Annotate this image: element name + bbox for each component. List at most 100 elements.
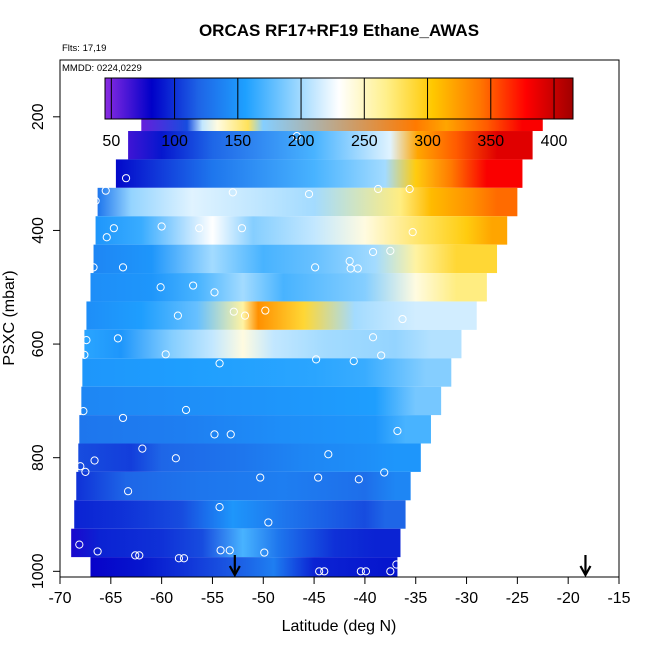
sample-point (374, 184, 383, 194)
sample-point (181, 405, 191, 415)
sample-point (156, 283, 165, 292)
sample-point (195, 224, 204, 233)
colorbar-tick-label: 100 (161, 133, 188, 150)
chart-title: ORCAS RF17+RF19 Ethane_AWAS (199, 21, 479, 40)
x-tick-label: -70 (48, 590, 71, 607)
colorbar-tick-label: 150 (224, 133, 251, 150)
heatmap-band (81, 386, 442, 416)
x-tick-label: -40 (353, 590, 376, 607)
sample-point (189, 281, 198, 290)
colorbar-tick-label: 400 (541, 133, 568, 150)
sample-point (354, 475, 363, 484)
latitude-markers (228, 555, 592, 578)
sample-point (260, 548, 269, 557)
x-tick-label: -15 (607, 590, 630, 607)
down-arrow-icon (579, 555, 592, 578)
x-axis: -70 -65 -60 -55 -50 -45 -40 -35 -30 -25 -20 -15 (48, 577, 631, 607)
sample-point (228, 188, 237, 197)
x-tick-label: -50 (252, 590, 275, 607)
heatmap-band (95, 216, 508, 245)
sample-point (118, 413, 128, 423)
heatmap-band (74, 500, 406, 529)
sample-point (311, 263, 320, 272)
dates-label: MMDD: 0224,0229 (62, 63, 142, 74)
sample-point (90, 456, 99, 465)
sample-point (101, 186, 110, 195)
heatmap-band (115, 159, 523, 188)
sample-point (312, 355, 321, 364)
sample-point (118, 263, 128, 272)
x-tick-label: -45 (303, 590, 326, 607)
sample-point (353, 264, 362, 273)
y-tick-label: 400 (30, 217, 47, 244)
sample-point (215, 503, 224, 512)
sample-point (226, 430, 235, 439)
sample-point (82, 335, 91, 345)
heatmap-layers (71, 102, 543, 577)
sample-point (393, 426, 402, 436)
sample-point (138, 444, 147, 453)
sample-point (240, 311, 250, 320)
heatmap-band (93, 244, 498, 274)
sample-point (210, 430, 219, 439)
sample-point (216, 546, 225, 555)
sample-point (113, 334, 123, 343)
sample-point (135, 551, 144, 560)
sample-point (261, 306, 270, 315)
down-arrow-icon (228, 555, 241, 578)
y-tick-label: 600 (30, 331, 47, 358)
sample-point (174, 554, 184, 563)
heatmap-band (76, 471, 411, 501)
plot-frame (59, 59, 620, 578)
sample-point (225, 546, 234, 555)
sample-point (93, 547, 102, 556)
sample-point (292, 132, 301, 141)
sample-point (356, 567, 365, 576)
sample-point (76, 462, 85, 471)
heatmap-band (128, 131, 533, 160)
sample-point (81, 467, 90, 476)
sample-point (361, 567, 371, 576)
colorbar-tick-label: 350 (477, 133, 504, 150)
sample-point (304, 189, 314, 199)
heatmap-band (86, 301, 477, 330)
sample-point (377, 351, 386, 360)
y-tick-label: 200 (30, 103, 47, 130)
sample-point (109, 224, 118, 233)
sample-point (380, 468, 389, 477)
x-tick-label: -65 (99, 590, 122, 607)
heatmap-band (71, 528, 401, 558)
sample-point (91, 196, 100, 205)
x-tick-label: -35 (404, 590, 427, 607)
sample-point (215, 359, 224, 368)
sample-point (80, 350, 89, 359)
sample-point (315, 567, 324, 576)
x-tick-label: -60 (150, 590, 173, 607)
y-tick-label: 800 (30, 444, 47, 471)
colorbar-tick-label: 250 (351, 133, 378, 150)
sample-point (405, 184, 414, 194)
sample-point (264, 518, 273, 527)
sample-point (173, 311, 182, 320)
sample-point (157, 222, 166, 231)
heatmap-band (97, 187, 518, 217)
colorbar-gradient (105, 78, 573, 119)
colorbar-tick-label: 200 (288, 133, 315, 150)
colorbar-ticks: 50 100 150 200 250 300 350 400 (102, 78, 567, 150)
y-axis-title: PSXC (mbar) (1, 270, 18, 365)
sample-point (256, 473, 265, 482)
colorbar-tick-label: 50 (102, 133, 120, 150)
sample-point (102, 233, 111, 242)
sample-point (161, 350, 170, 359)
sample-point (320, 567, 329, 576)
sample-point (171, 454, 180, 463)
sample-point (229, 307, 238, 316)
sample-point (237, 224, 247, 233)
colorbar: 50 100 150 200 250 300 350 400 (102, 77, 574, 150)
sample-point (123, 487, 133, 496)
sample-point (210, 288, 219, 297)
x-tick-label: -30 (455, 590, 478, 607)
colorbar-tick-label: 300 (414, 133, 441, 150)
sample-point (386, 567, 395, 576)
